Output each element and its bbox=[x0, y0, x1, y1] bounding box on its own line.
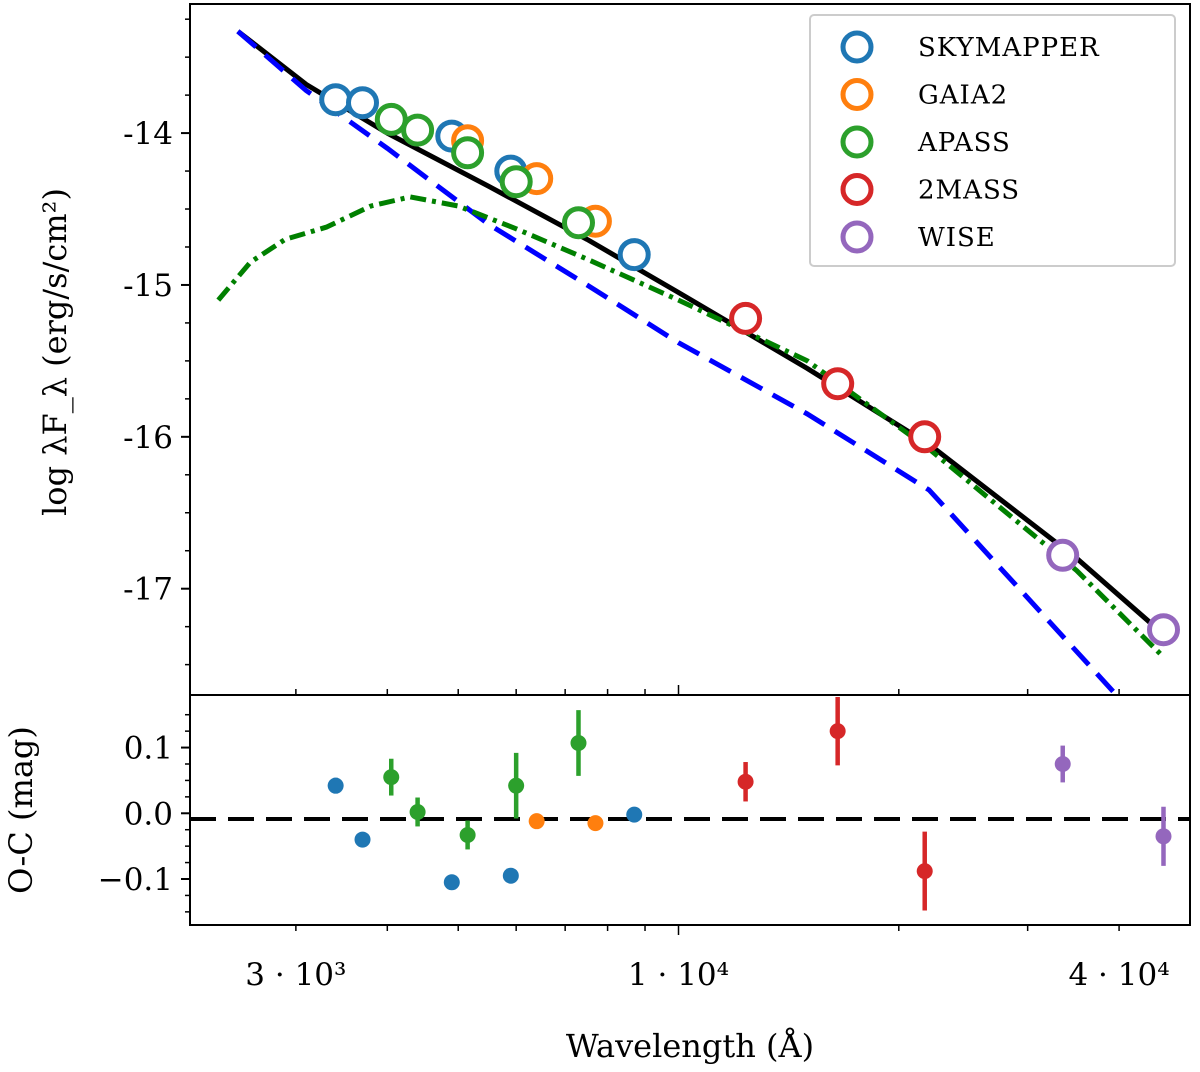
legend-label-2mass: 2MASS bbox=[918, 176, 1020, 206]
legend-label-gaia2: GAIA2 bbox=[918, 81, 1008, 111]
photometry-point-skymapper bbox=[346, 86, 379, 120]
photometry-point-wise bbox=[1147, 613, 1180, 647]
y-tick-label: 0.0 bbox=[124, 796, 173, 832]
legend: SKYMAPPER GAIA2 APASS 2MASS WISE bbox=[809, 14, 1176, 267]
residual-point-wise bbox=[1054, 756, 1071, 772]
residual-point-apass bbox=[409, 803, 426, 820]
residual-panel: 0.1 0.0 −0.1 3 · 10³ 1 · 10⁴ 4 · 10⁴ O-C (ma… bbox=[2, 694, 1191, 1065]
residual-point-2mass bbox=[829, 723, 846, 740]
residual-point-skymapper bbox=[626, 806, 643, 823]
photometry-point-apass bbox=[374, 102, 408, 136]
photometry-point-2mass bbox=[729, 301, 763, 335]
photometry-point-apass bbox=[499, 165, 533, 199]
residual-panel-frame bbox=[189, 694, 1191, 926]
residual-point-gaia2 bbox=[587, 815, 604, 832]
legend-marker-skymapper bbox=[840, 30, 874, 64]
photometry-point-apass bbox=[562, 206, 595, 240]
legend-frame bbox=[809, 14, 1176, 267]
sed-x-ticks bbox=[295, 685, 1120, 695]
legend-label-wise: WISE bbox=[918, 223, 996, 253]
y-tick-label: -15 bbox=[123, 268, 173, 304]
legend-marker-wise bbox=[840, 220, 874, 254]
x-tick-label: 3 · 10³ bbox=[245, 957, 346, 993]
legend-marker-2mass bbox=[840, 173, 874, 206]
residual-point-skymapper bbox=[443, 874, 460, 891]
legend-label-apass: APASS bbox=[917, 128, 1011, 158]
sed-y-axis-title: log λF_λ (erg/s/cm²) bbox=[36, 188, 74, 516]
y-tick-label: 0.1 bbox=[124, 731, 173, 767]
legend-marker-gaia2 bbox=[840, 78, 874, 111]
residual-point-apass bbox=[459, 826, 476, 843]
photometry-point-apass bbox=[401, 113, 435, 147]
y-tick-label: -17 bbox=[123, 572, 173, 608]
residual-point-apass bbox=[570, 734, 587, 751]
residual-point-skymapper bbox=[502, 867, 519, 884]
residual-point-skymapper bbox=[327, 777, 344, 794]
residual-point-2mass bbox=[916, 863, 933, 880]
residual-points bbox=[327, 696, 1172, 911]
x-axis-title: Wavelength (Å) bbox=[566, 1027, 814, 1065]
photometry-point-wise bbox=[1046, 538, 1080, 572]
photometry-point-2mass bbox=[908, 420, 942, 454]
photometry-point-skymapper bbox=[617, 238, 651, 272]
residual-y-axis: 0.1 0.0 −0.1 bbox=[98, 713, 190, 913]
residual-point-gaia2 bbox=[528, 813, 545, 830]
residual-y-axis-title: O-C (mag) bbox=[2, 726, 40, 894]
residual-x-axis: 3 · 10³ 1 · 10⁴ 4 · 10⁴ bbox=[245, 925, 1170, 993]
residual-point-wise bbox=[1155, 828, 1172, 845]
sed-y-axis: -14 -15 -16 -17 bbox=[123, 18, 190, 666]
photometry-point-2mass bbox=[821, 367, 855, 401]
residual-point-apass bbox=[383, 769, 400, 786]
residual-point-apass bbox=[508, 777, 525, 794]
residual-point-2mass bbox=[737, 773, 754, 790]
x-tick-label: 1 · 10⁴ bbox=[628, 957, 729, 993]
legend-items: SKYMAPPER GAIA2 APASS 2MASS WISE bbox=[840, 30, 1100, 254]
photometry-points bbox=[319, 83, 1180, 647]
x-tick-label: 4 · 10⁴ bbox=[1068, 957, 1169, 993]
sed-panel: -14 -15 -16 -17 log λF_λ (erg/s/cm²) SKYMAP… bbox=[36, 3, 1191, 696]
legend-marker-apass bbox=[840, 125, 874, 159]
legend-label-skymapper: SKYMAPPER bbox=[918, 33, 1100, 63]
photometry-point-apass bbox=[451, 136, 485, 170]
y-tick-label: -16 bbox=[123, 420, 173, 456]
photometry-point-skymapper bbox=[319, 83, 353, 117]
y-tick-label: −0.1 bbox=[98, 862, 173, 898]
y-tick-label: -14 bbox=[123, 116, 173, 152]
residual-point-skymapper bbox=[354, 831, 371, 848]
